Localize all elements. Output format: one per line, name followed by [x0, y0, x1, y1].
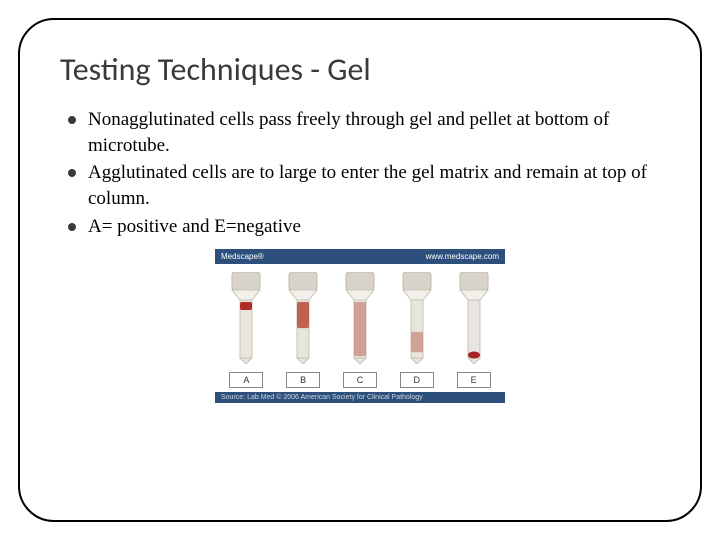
tubes-row: [215, 264, 505, 370]
bullet-item: Agglutinated cells are to large to enter…: [66, 160, 660, 211]
microtube-a: [228, 272, 264, 364]
microtube-c: [342, 272, 378, 364]
tube-label-a: A: [229, 372, 263, 388]
microtube-e: [456, 272, 492, 364]
page-title: Testing Techniques - Gel: [60, 50, 660, 89]
figure-source-right: www.medscape.com: [426, 252, 499, 261]
figure-footer: Source: Lab Med © 2006 American Society …: [215, 392, 505, 403]
bullet-item: A= positive and E=negative: [66, 214, 660, 240]
slide-frame: Testing Techniques - Gel Nonagglutinated…: [18, 18, 702, 522]
microtube-b: [285, 272, 321, 364]
tube-label-e: E: [457, 372, 491, 388]
bullet-list: Nonagglutinated cells pass freely throug…: [60, 107, 660, 239]
tube-label-c: C: [343, 372, 377, 388]
figure-header: Medscape® www.medscape.com: [215, 249, 505, 264]
bullet-item: Nonagglutinated cells pass freely throug…: [66, 107, 660, 158]
gel-figure: Medscape® www.medscape.com A B C D E: [60, 249, 660, 403]
microtube-d: [399, 272, 435, 364]
figure-source-left: Medscape®: [221, 252, 264, 261]
tube-label-d: D: [400, 372, 434, 388]
labels-row: A B C D E: [215, 370, 505, 392]
figure-inner: Medscape® www.medscape.com A B C D E: [215, 249, 505, 403]
tube-label-b: B: [286, 372, 320, 388]
